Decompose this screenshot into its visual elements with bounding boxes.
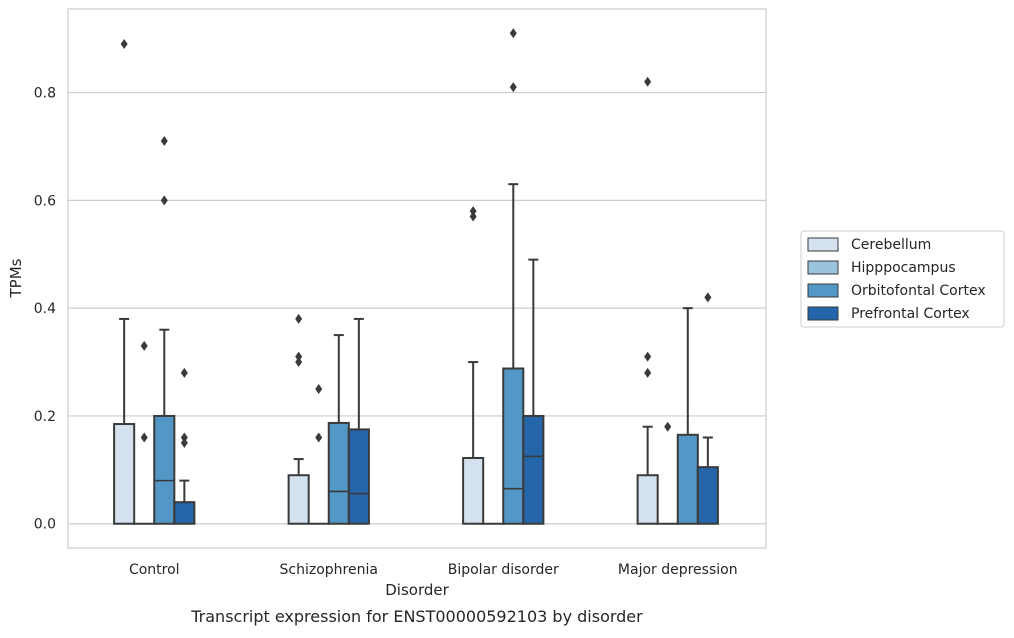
- legend-swatch: [808, 284, 838, 297]
- x-tick-label: Major depression: [618, 562, 738, 578]
- x-tick-label: Control: [129, 562, 180, 578]
- box-body: [698, 467, 718, 524]
- box-body: [114, 424, 134, 524]
- legend-swatch: [808, 307, 838, 320]
- legend-label: Orbitofontal Cortex: [851, 283, 986, 299]
- x-tick-label: Bipolar disorder: [448, 562, 559, 578]
- legend-swatch: [808, 238, 838, 251]
- box-body: [523, 416, 543, 524]
- y-axis-label: TPMs: [7, 258, 25, 298]
- y-tick-label: 0.4: [34, 301, 56, 317]
- legend: Cerebellum Hipppocampus Orbitofontal Corte…: [801, 231, 1004, 327]
- y-tick-label: 0.2: [34, 409, 56, 425]
- box-body: [329, 423, 349, 524]
- y-tick-label: 0.0: [34, 517, 56, 533]
- box-body: [349, 429, 369, 523]
- box-body: [174, 502, 194, 524]
- y-tick-label: 0.6: [34, 193, 56, 209]
- legend-label: Hipppocampus: [851, 260, 956, 276]
- y-tick-label: 0.8: [34, 86, 56, 102]
- y-axis: 0.0 0.2 0.4 0.6 0.8: [34, 86, 56, 533]
- x-axis: Control Schizophrenia Bipolar disorder Majo…: [129, 562, 738, 578]
- legend-label: Prefrontal Cortex: [851, 306, 970, 322]
- box-body: [154, 416, 174, 524]
- legend-label: Cerebellum: [851, 237, 931, 253]
- box-body: [289, 475, 309, 524]
- legend-swatch: [808, 261, 838, 274]
- x-tick-label: Schizophrenia: [280, 562, 378, 578]
- chart-caption: Transcript expression for ENST0000059210…: [190, 607, 643, 626]
- box-body: [463, 458, 483, 524]
- box-body: [678, 435, 698, 524]
- x-axis-label: Disorder: [385, 581, 449, 599]
- box-body: [503, 369, 523, 524]
- box-body: [638, 475, 658, 524]
